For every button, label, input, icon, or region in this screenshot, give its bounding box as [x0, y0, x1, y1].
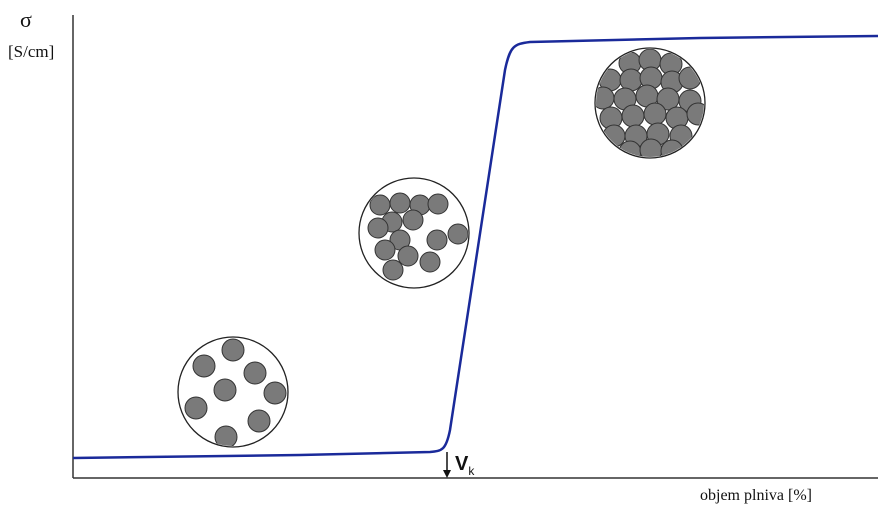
- threshold-label: Vk: [455, 453, 475, 478]
- threshold-symbol: V: [455, 453, 469, 475]
- medium-filler-illustration: [359, 178, 469, 288]
- x-label: objem plniva [%]: [700, 487, 812, 504]
- y-symbol: σ: [20, 7, 32, 32]
- threshold-subscript: k: [468, 464, 475, 478]
- high-filler-illustration: [592, 48, 709, 163]
- diagram: σ [S/cm] objem plniva [%] Vk: [0, 0, 878, 507]
- threshold-arrow: [443, 470, 451, 478]
- low-filler-illustration: [178, 337, 288, 448]
- y-unit: [S/cm]: [8, 42, 54, 61]
